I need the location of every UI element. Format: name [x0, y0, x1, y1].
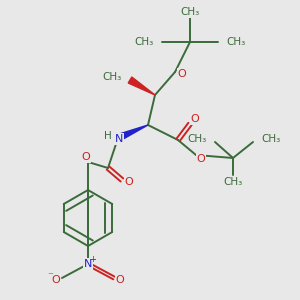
Text: ⁻: ⁻	[47, 271, 53, 281]
Text: CH₃: CH₃	[135, 37, 154, 47]
Text: CH₃: CH₃	[180, 7, 200, 17]
Text: O: O	[178, 69, 186, 79]
Text: CH₃: CH₃	[226, 37, 245, 47]
Text: CH₃: CH₃	[188, 134, 207, 144]
Text: O: O	[82, 152, 90, 162]
Text: O: O	[124, 177, 134, 187]
Text: N: N	[84, 259, 92, 269]
Text: O: O	[52, 275, 60, 285]
Text: CH₃: CH₃	[261, 134, 280, 144]
Text: N: N	[115, 134, 123, 144]
Text: H: H	[104, 131, 112, 141]
Text: CH₃: CH₃	[224, 177, 243, 187]
Polygon shape	[128, 77, 155, 95]
Polygon shape	[117, 125, 148, 141]
Text: CH₃: CH₃	[103, 72, 122, 82]
Text: +: +	[90, 254, 96, 263]
Text: O: O	[190, 114, 200, 124]
Text: O: O	[116, 275, 124, 285]
Text: O: O	[196, 154, 206, 164]
